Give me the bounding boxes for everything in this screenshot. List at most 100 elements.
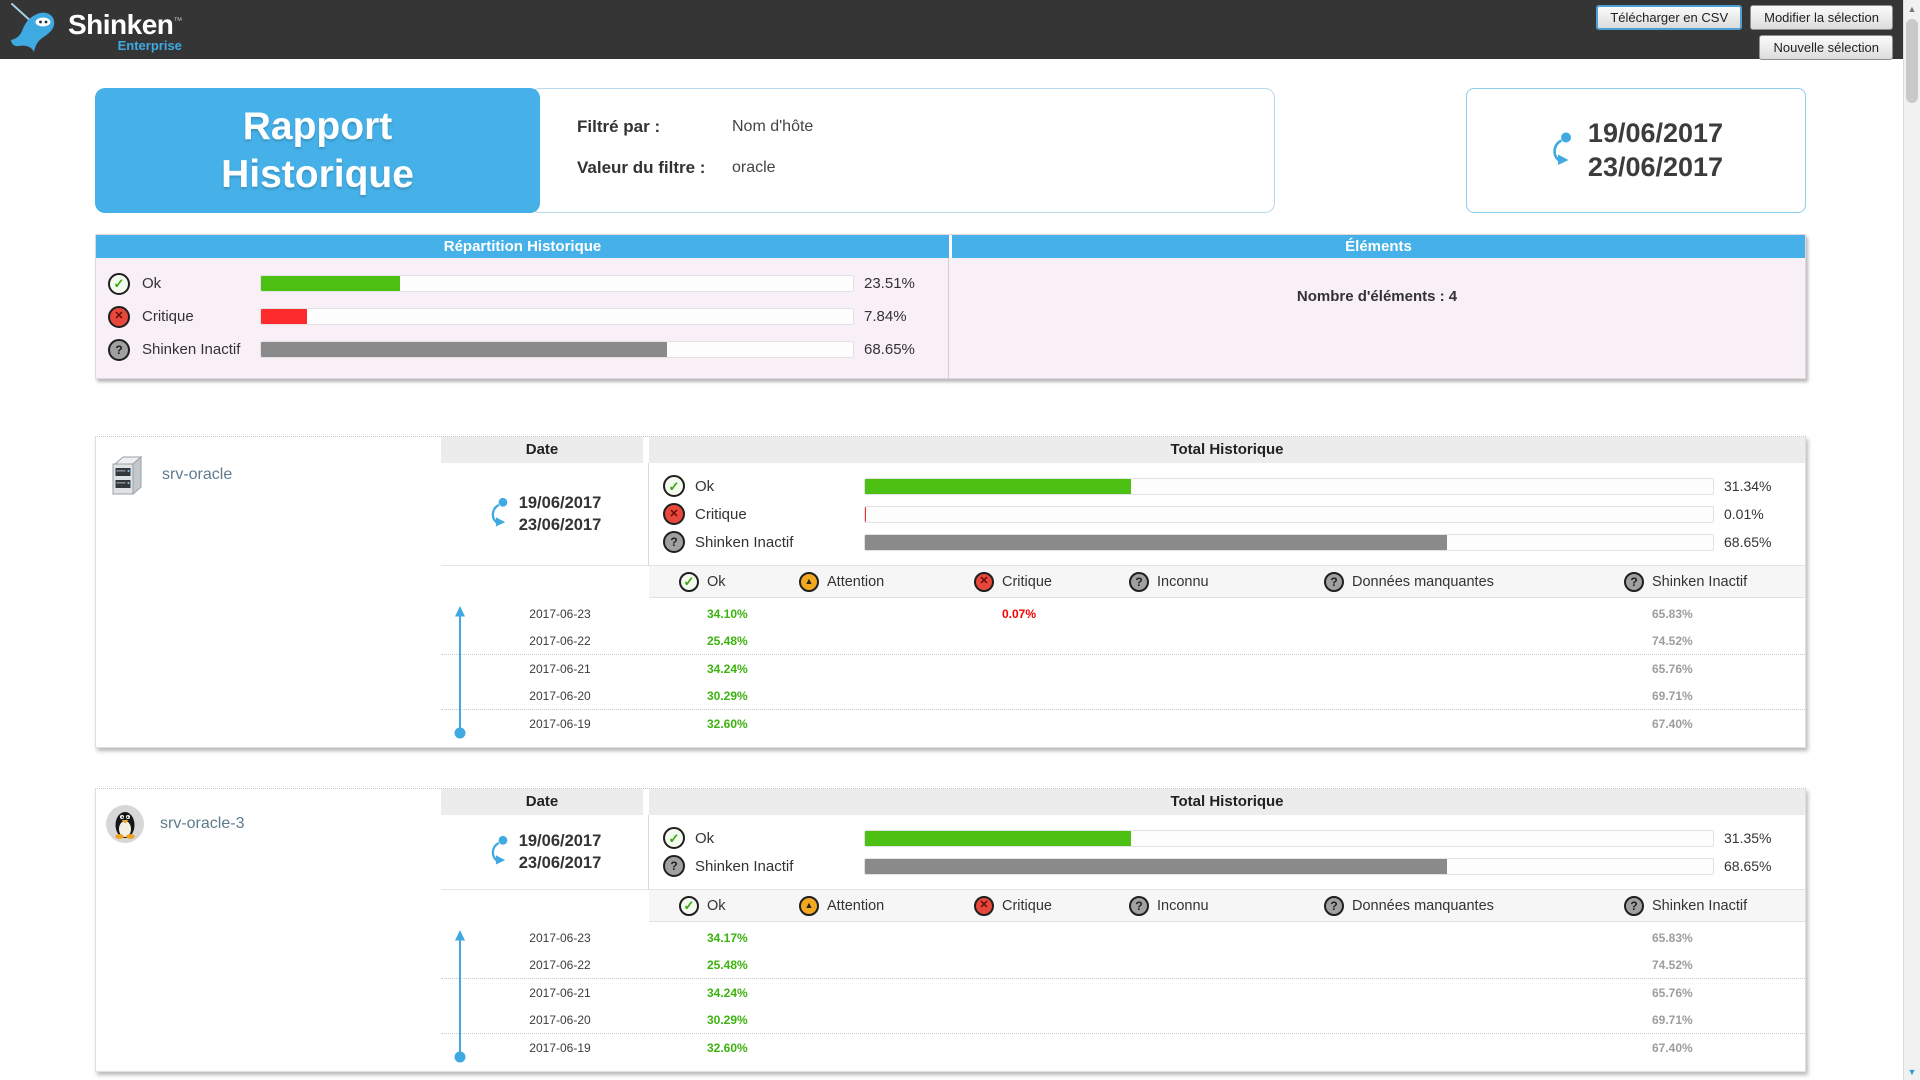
daily-value-ok: 34.24% — [649, 986, 769, 1000]
percent-value: 68.65% — [1714, 858, 1771, 874]
percent-value: 7.84% — [854, 308, 907, 325]
top-bar: Shinken™ Enterprise Télécharger en CSV M… — [0, 0, 1920, 59]
date-column-header: Date — [441, 789, 643, 815]
legend-item-attention: ▲Attention — [769, 896, 944, 916]
daily-row: 2017-06-2334.17% 65.83% — [441, 924, 1805, 951]
host-section: srv-oracle Date Total Historique — [95, 436, 1806, 748]
daily-value-ok: 34.17% — [649, 931, 769, 945]
host-date-start: 19/06/2017 — [519, 830, 602, 852]
status-legend: ✓Ok▲Attention✕Critique?Inconnu?Données m… — [649, 890, 1805, 922]
host-date-start: 19/06/2017 — [519, 492, 602, 514]
daily-value-inactif: 67.40% — [1594, 717, 1805, 731]
ok-status-icon: ✓ — [679, 896, 699, 916]
page-title-line2: Historique — [221, 151, 414, 199]
daily-value-inactif: 74.52% — [1594, 634, 1805, 648]
scrollbar-thumb[interactable] — [1906, 19, 1918, 103]
status-label: Shinken Inactif — [695, 534, 864, 551]
daily-row: 2017-06-2225.48%74.52% — [441, 627, 1805, 654]
modify-selection-button[interactable]: Modifier la sélection — [1750, 5, 1893, 30]
total-row: ?Shinken Inactif68.65% — [649, 852, 1805, 880]
scroll-down-button[interactable]: ▼ — [1904, 1063, 1920, 1080]
daily-date: 2017-06-22 — [441, 958, 649, 972]
host-date-end: 23/06/2017 — [519, 852, 602, 874]
timeline-arrow — [453, 606, 467, 745]
status-label: Ok — [695, 478, 864, 495]
critical-status-icon: ✕ — [663, 503, 685, 525]
summary-row: ✓Ok23.51% — [96, 267, 948, 300]
legend-item-shinken-inactif: ?Shinken Inactif — [1594, 896, 1805, 916]
legend-label: Données manquantes — [1352, 898, 1494, 914]
host-name-link[interactable]: srv-oracle — [162, 466, 232, 484]
total-row: ? Shinken Inactif 68.65% — [649, 528, 1805, 556]
download-csv-button[interactable]: Télécharger en CSV — [1596, 5, 1742, 30]
report-header: Rapport Historique Filtré par : Nom d'hô… — [95, 88, 1806, 213]
legend-label: Ok — [707, 574, 726, 590]
daily-row: 2017-06-2225.48%74.52% — [441, 951, 1805, 978]
legend-item-critique: ✕ Critique — [944, 572, 1099, 592]
question-status-icon: ? — [1129, 896, 1149, 916]
daily-value-inactif: 69.71% — [1594, 1013, 1805, 1027]
daily-date: 2017-06-20 — [441, 689, 649, 703]
daily-value-inactif: 65.83% — [1594, 931, 1805, 945]
vertical-scrollbar[interactable]: ▲ ▼ — [1903, 0, 1920, 1080]
progress-bar — [864, 858, 1714, 875]
new-selection-button[interactable]: Nouvelle sélection — [1759, 35, 1893, 60]
daily-row: 2017-06-1932.60%67.40% — [441, 1033, 1805, 1061]
host-name-link[interactable]: srv-oracle-3 — [160, 815, 244, 833]
summary-left-title: Répartition Historique — [96, 235, 949, 258]
status-label: Shinken Inactif — [142, 341, 260, 358]
scroll-up-button[interactable]: ▲ — [1904, 0, 1920, 17]
daily-value-ok: 32.60% — [649, 1041, 769, 1055]
daily-row: 2017-06-1932.60% 67.40% — [441, 709, 1805, 737]
date-range-icon — [488, 835, 510, 870]
percent-value: 0.01% — [1714, 506, 1764, 522]
ok-status-icon: ✓ — [663, 475, 685, 497]
summary-panel: Répartition Historique Éléments ✓Ok23.51… — [95, 234, 1806, 379]
filter-by-label: Filtré par : — [577, 117, 732, 137]
legend-label: Critique — [1002, 898, 1052, 914]
critical-status-icon: ✕ — [108, 306, 130, 328]
daily-date: 2017-06-19 — [441, 717, 649, 731]
date-range-box: 19/06/2017 23/06/2017 — [1466, 88, 1806, 213]
daily-value-ok: 32.60% — [649, 717, 769, 731]
brand-logo[interactable]: Shinken™ Enterprise — [0, 0, 182, 60]
progress-bar — [864, 506, 1714, 523]
total-row: ✕Critique0.01% — [649, 500, 1805, 528]
legend-item-critique: ✕Critique — [944, 896, 1099, 916]
summary-distribution: ✓Ok23.51%✕Critique7.84%?Shinken Inactif6… — [96, 258, 949, 378]
filter-box: Filtré par : Nom d'hôte Valeur du filtre… — [530, 88, 1275, 213]
legend-item-ok: ✓Ok — [649, 896, 769, 916]
legend-label: Inconnu — [1157, 574, 1209, 590]
daily-value-inactif: 67.40% — [1594, 1041, 1805, 1055]
legend-label: Critique — [1002, 574, 1052, 590]
percent-value: 68.65% — [1714, 534, 1771, 550]
brand-name: Shinken™ — [68, 11, 182, 39]
question-status-icon: ? — [663, 531, 685, 553]
daily-row: 2017-06-2334.10%0.07%65.83% — [441, 600, 1805, 627]
elements-panel: Nombre d'éléments : 4 — [949, 258, 1805, 378]
critical-status-icon: ✕ — [974, 572, 994, 592]
daily-row: 2017-06-2134.24%65.76% — [441, 978, 1805, 1006]
date-column-header: Date — [441, 437, 643, 463]
daily-value-inactif: 65.76% — [1594, 662, 1805, 676]
status-label: Shinken Inactif — [695, 858, 864, 875]
shinken-ninja-icon — [6, 3, 64, 60]
status-legend: ✓Ok▲Attention✕Critique?Inconnu?Données m… — [649, 566, 1805, 598]
question-status-icon: ? — [1129, 572, 1149, 592]
progress-bar — [260, 341, 854, 358]
host-date-range: 19/06/2017 23/06/2017 — [441, 815, 649, 889]
elements-count: Nombre d'éléments : 4 — [1297, 288, 1457, 305]
host-date-range: 19/06/2017 23/06/2017 — [441, 463, 649, 565]
percent-value: 23.51% — [854, 275, 915, 292]
total-historique-header: Total Historique — [649, 789, 1805, 815]
date-end: 23/06/2017 — [1588, 151, 1723, 185]
ok-status-icon: ✓ — [108, 273, 130, 295]
legend-label: Shinken Inactif — [1652, 574, 1747, 590]
legend-item-donn-es-manquantes: ? Données manquantes — [1294, 896, 1594, 916]
date-start: 19/06/2017 — [1588, 117, 1723, 151]
daily-value-inactif: 69.71% — [1594, 689, 1805, 703]
question-status-icon: ? — [1324, 896, 1344, 916]
daily-date: 2017-06-21 — [441, 662, 649, 676]
progress-bar — [864, 830, 1714, 847]
daily-date: 2017-06-23 — [441, 931, 649, 945]
